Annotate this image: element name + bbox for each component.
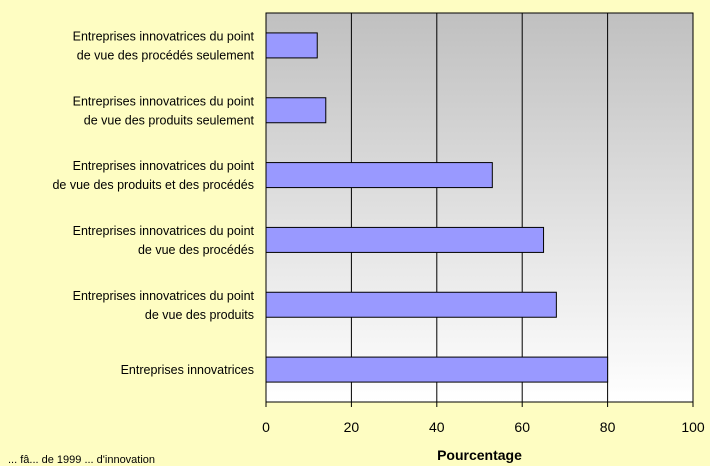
category-label-line: Entreprises innovatrices du point — [73, 289, 255, 303]
bar — [265, 291, 557, 318]
x-tick-label: 40 — [429, 419, 445, 435]
category-label-line: Entreprises innovatrices du point — [73, 29, 255, 43]
category-label: Entreprises innovatrices — [121, 363, 254, 377]
bar — [265, 226, 545, 253]
category-label-line: de vue des procédés — [138, 243, 254, 257]
bars — [265, 32, 609, 383]
x-tick-label: 20 — [344, 419, 360, 435]
category-label: Entreprises innovatrices du point de vue … — [73, 29, 255, 62]
category-label-line: Entreprises innovatrices du point — [73, 224, 255, 238]
category-label: Entreprises innovatrices du point de vue … — [52, 159, 254, 192]
category-label-line: Entreprises innovatrices du point — [73, 159, 255, 173]
bar — [265, 162, 493, 189]
plot-area — [265, 12, 694, 403]
category-label-line: Entreprises innovatrices du point — [73, 94, 255, 108]
category-label-line: de vue des procédés seulement — [77, 48, 255, 62]
x-tick-label: 100 — [681, 419, 705, 435]
category-label: Entreprises innovatrices du point de vue … — [73, 289, 255, 322]
x-tick-label: 60 — [514, 419, 530, 435]
x-tick-label: 80 — [600, 419, 616, 435]
category-label-line: de vue des produits — [145, 308, 254, 322]
x-tick-label: 0 — [262, 419, 270, 435]
category-label-line: Entreprises innovatrices — [121, 363, 254, 377]
category-labels: Entreprises innovatrices du point de vue … — [52, 29, 254, 377]
bar — [265, 356, 609, 383]
bar — [265, 32, 318, 59]
category-label: Entreprises innovatrices du point de vue … — [73, 94, 255, 127]
category-label-line: de vue des produits seulement — [84, 113, 255, 127]
x-axis-ticks: 0 20 40 60 80 100 — [262, 402, 705, 435]
category-label: Entreprises innovatrices du point de vue … — [73, 224, 255, 257]
x-axis-label: Pourcentage — [437, 447, 522, 463]
gridlines — [350, 13, 609, 402]
bar — [265, 97, 327, 124]
footnote: ... fâ... de 1999 ... d'innovation — [8, 454, 156, 466]
category-label-line: de vue des produits et des procédés — [52, 178, 254, 192]
